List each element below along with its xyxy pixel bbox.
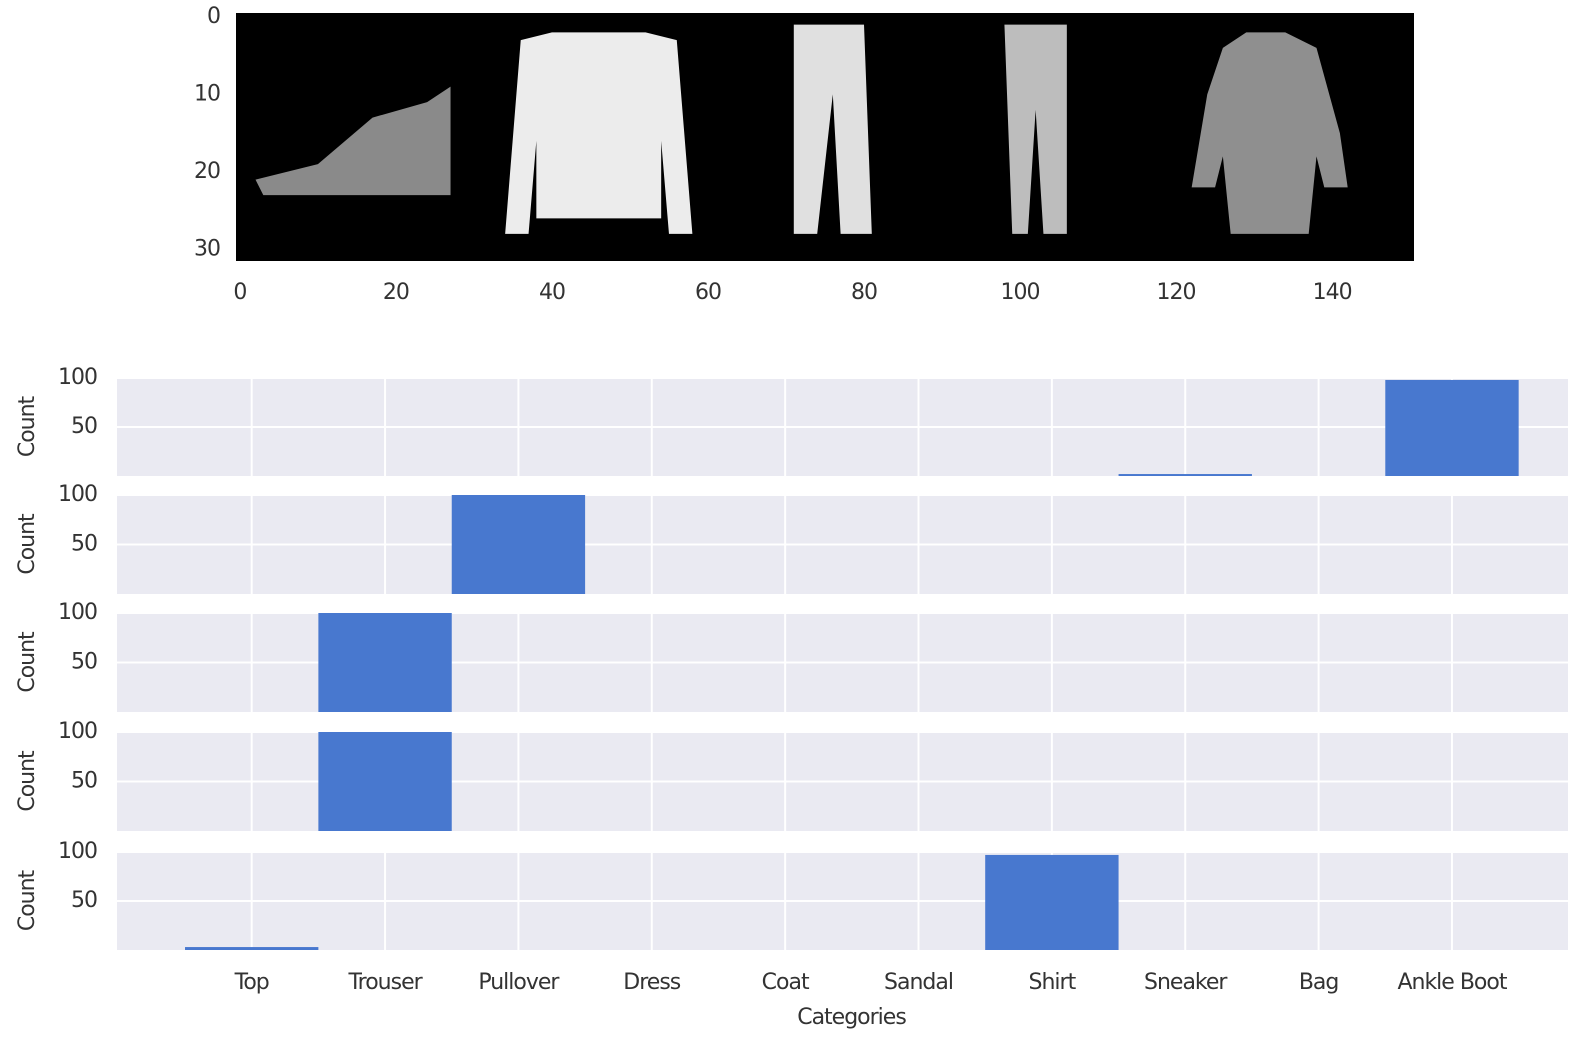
y-tick-label: 50 <box>71 532 97 557</box>
clothing-shape <box>1191 32 1348 234</box>
clothing-shape <box>793 24 872 234</box>
x-tick-label: Ankle Boot <box>1397 970 1507 995</box>
y-tick-label: 50 <box>71 414 97 439</box>
bar <box>985 854 1119 950</box>
bar <box>318 732 452 831</box>
bar <box>1118 474 1252 476</box>
y-tick-label: 50 <box>71 650 97 675</box>
x-tick-label: 120 <box>1157 280 1196 305</box>
x-tick-label: 20 <box>383 280 409 305</box>
x-tick-label: Sandal <box>884 970 953 995</box>
y-tick-label: 100 <box>58 719 97 744</box>
y-axis-label: Count <box>15 395 40 457</box>
x-tick-label: 80 <box>851 280 877 305</box>
x-tick-label: Pullover <box>478 970 560 995</box>
y-tick-label: 20 <box>194 159 220 184</box>
clothing-shape <box>505 32 693 234</box>
y-tick-label: 50 <box>71 888 97 913</box>
y-tick-label: 0 <box>207 4 220 29</box>
x-tick-label: Trouser <box>347 970 423 995</box>
clothing-images <box>255 24 1348 234</box>
x-tick-label: Shirt <box>1029 970 1077 995</box>
x-tick-label: Top <box>234 970 269 995</box>
x-tick-label: 60 <box>695 280 721 305</box>
bar <box>318 613 452 712</box>
x-tick-label: Coat <box>762 970 810 995</box>
x-tick-label: 0 <box>233 280 246 305</box>
x-tick-label: Bag <box>1299 970 1339 995</box>
x-tick-label: 100 <box>1001 280 1040 305</box>
x-tick-label: Sneaker <box>1144 970 1228 995</box>
y-tick-label: 100 <box>58 600 97 625</box>
x-tick-label: Dress <box>623 970 680 995</box>
bar <box>185 947 319 950</box>
y-tick-label: 10 <box>194 81 220 106</box>
y-tick-label: 100 <box>58 839 97 864</box>
x-axis-label: Categories <box>797 1005 906 1030</box>
y-tick-label: 100 <box>58 365 97 390</box>
y-axis-label: Count <box>15 513 40 575</box>
bar <box>1385 379 1519 476</box>
y-tick-label: 100 <box>58 482 97 507</box>
y-tick-label: 30 <box>194 236 220 261</box>
y-tick-label: 50 <box>71 769 97 794</box>
x-tick-label: 40 <box>539 280 565 305</box>
y-axis-label: Count <box>15 631 40 693</box>
clothing-shape <box>1004 24 1067 234</box>
y-axis-label: Count <box>15 750 40 812</box>
bar <box>451 495 586 594</box>
x-tick-label: 140 <box>1313 280 1352 305</box>
clothing-shape <box>255 86 451 196</box>
y-axis-label: Count <box>15 869 40 931</box>
